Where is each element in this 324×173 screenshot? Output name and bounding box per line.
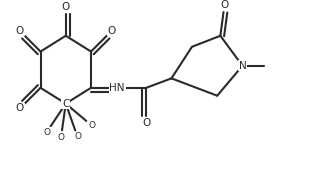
Text: O: O bbox=[16, 26, 24, 36]
Text: O: O bbox=[58, 133, 64, 142]
Text: C: C bbox=[62, 99, 69, 109]
Text: HN: HN bbox=[110, 83, 125, 93]
Text: O: O bbox=[74, 133, 81, 142]
Text: O: O bbox=[43, 128, 50, 136]
Text: O: O bbox=[88, 121, 95, 130]
Text: N: N bbox=[238, 61, 246, 71]
Text: O: O bbox=[220, 0, 228, 10]
Text: O: O bbox=[62, 2, 70, 12]
Text: O: O bbox=[115, 83, 123, 93]
Text: O: O bbox=[142, 118, 150, 128]
Text: O: O bbox=[108, 26, 116, 36]
Text: O: O bbox=[16, 103, 24, 113]
